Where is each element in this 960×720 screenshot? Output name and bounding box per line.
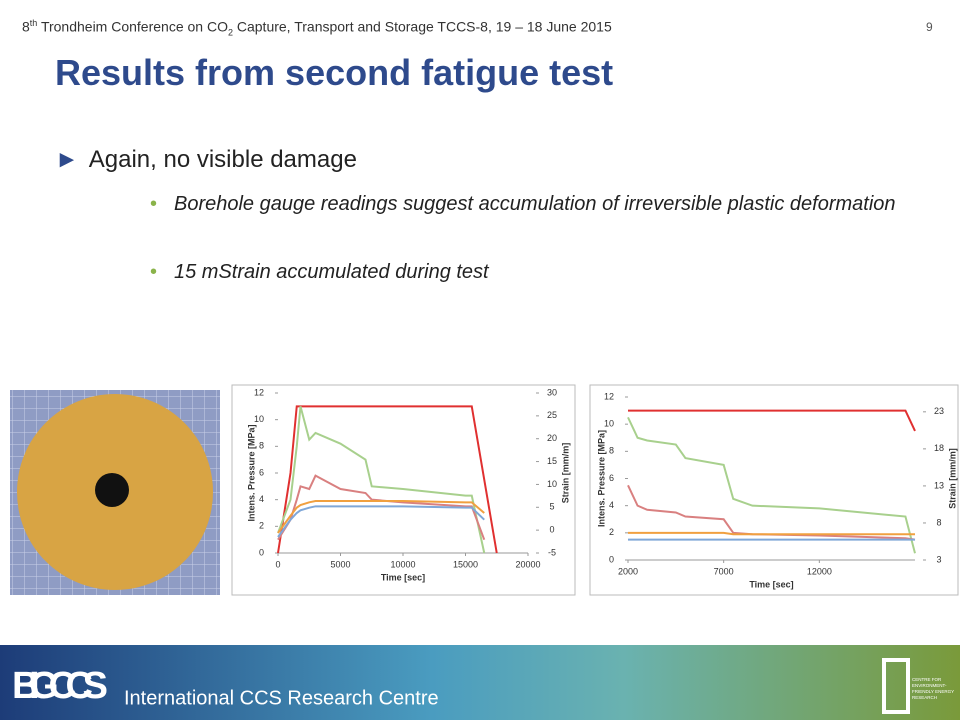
y-tick-label: 4 — [259, 494, 264, 504]
x-tick-label: 7000 — [714, 566, 734, 576]
x-axis-label: Time [sec] — [381, 572, 425, 582]
series-line — [628, 531, 915, 536]
footer-band — [0, 645, 960, 720]
series-line — [627, 484, 916, 541]
y-tick-label: 12 — [604, 391, 614, 401]
y2-axis-label: Strain [mm/m] — [947, 448, 957, 509]
y-tick-label: 12 — [254, 387, 264, 397]
header-sub: 2 — [227, 27, 233, 38]
x-tick-label: 2000 — [618, 566, 638, 576]
partner-line: RESEARCH — [912, 695, 937, 700]
footer-logo: BIGCCS — [12, 665, 108, 707]
y2-tick-label: 13 — [934, 480, 944, 490]
sub-bullet: • 15 mStrain accumulated during test — [150, 256, 930, 288]
y2-tick-label: 5 — [549, 502, 554, 512]
series-line — [277, 405, 498, 554]
x-tick-label: 0 — [275, 559, 280, 569]
series-line — [277, 500, 485, 534]
conference-header: 8th Trondheim Conference on CO2 Capture,… — [22, 18, 612, 37]
partner-text: CENTRE FOR ENVIRONMENT- FRIENDLY ENERGY … — [912, 677, 954, 700]
y-tick-label: 0 — [609, 554, 614, 564]
y2-tick-label: 30 — [547, 387, 557, 397]
x-tick-label: 15000 — [453, 559, 478, 569]
series-line — [277, 474, 486, 541]
y2-tick-label: 25 — [547, 410, 557, 420]
y2-tick-label: 18 — [934, 443, 944, 453]
y-tick-label: 2 — [609, 527, 614, 537]
partner-line: CENTRE FOR — [912, 677, 942, 682]
header-text: Capture, Transport and Storage TCCS-8, 1… — [232, 18, 612, 35]
partner-logo-shape — [882, 658, 910, 714]
y2-axis-label: Strain [mm/m] — [560, 443, 570, 504]
x-tick-label: 20000 — [515, 559, 540, 569]
series-line — [627, 416, 916, 554]
slide-title: Results from second fatigue test — [55, 52, 614, 93]
borehole — [95, 473, 129, 507]
partner-line: FRIENDLY ENERGY — [912, 689, 954, 694]
y2-tick-label: 3 — [936, 554, 941, 564]
y-tick-label: 0 — [259, 547, 264, 557]
y-tick-label: 8 — [259, 441, 264, 451]
y2-tick-label: -5 — [548, 547, 556, 557]
y2-tick-label: 8 — [936, 517, 941, 527]
y-tick-label: 10 — [604, 419, 614, 429]
series-line — [277, 505, 485, 538]
y-tick-label: 6 — [609, 473, 614, 483]
y2-tick-label: 23 — [934, 406, 944, 416]
header-sup: th — [29, 18, 38, 28]
y2-tick-label: 10 — [547, 479, 557, 489]
x-tick-label: 5000 — [330, 559, 350, 569]
y-tick-label: 10 — [254, 414, 264, 424]
y-axis-label: Intens. Pressure [MPa] — [246, 424, 256, 521]
x-tick-label: 12000 — [807, 566, 832, 576]
y-tick-label: 8 — [609, 446, 614, 456]
footer-tagline: International CCS Research Centre — [124, 687, 439, 709]
sub-bullet-text: 15 mStrain accumulated during test — [174, 261, 489, 283]
sub-bullet-text: Borehole gauge readings suggest accumula… — [174, 193, 896, 215]
header-text: 8 — [22, 18, 30, 35]
x-tick-label: 10000 — [390, 559, 415, 569]
header-text: Trondheim Conference on CO — [37, 18, 228, 35]
bullet-text: Again, no visible damage — [88, 146, 357, 173]
y-tick-label: 4 — [609, 500, 614, 510]
y-axis-label: Intens. Pressure [MPa] — [596, 430, 606, 527]
page-number: 9 — [926, 20, 933, 34]
chart-frame — [589, 384, 959, 596]
series-line — [277, 406, 486, 554]
sub-bullet: • Borehole gauge readings suggest accumul… — [150, 188, 930, 220]
bullet: ► Again, no visible damage — [55, 146, 357, 173]
y-tick-label: 2 — [259, 521, 264, 531]
series-line — [628, 409, 916, 432]
y2-tick-label: 0 — [549, 525, 554, 535]
x-axis-label: Time [sec] — [749, 579, 793, 589]
y2-tick-label: 20 — [547, 433, 557, 443]
y-tick-label: 6 — [259, 467, 264, 477]
y2-tick-label: 15 — [547, 456, 557, 466]
partner-line: ENVIRONMENT- — [912, 683, 947, 688]
